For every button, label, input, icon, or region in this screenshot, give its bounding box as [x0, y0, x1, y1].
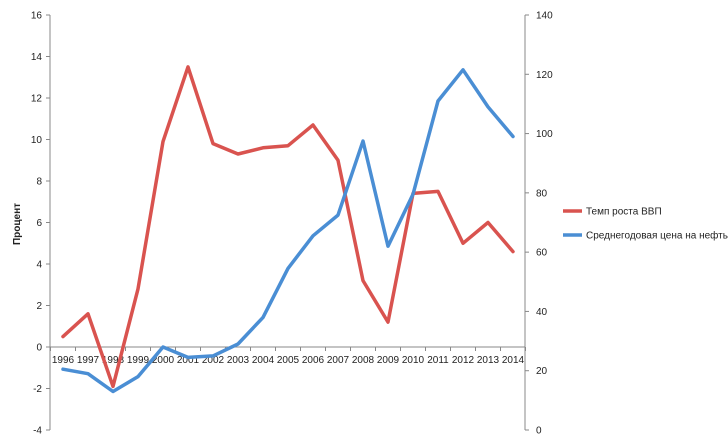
series-line-2: [61, 68, 515, 394]
x-tick-label: 2004: [252, 355, 275, 366]
x-tick-label: 2014: [502, 355, 525, 366]
left-tick-label: 16: [31, 11, 43, 22]
left-tick-label: 10: [31, 135, 43, 146]
right-tick-label: 80: [536, 188, 548, 199]
x-tick-label: 2000: [152, 355, 175, 366]
x-tick-label: 1998: [102, 355, 125, 366]
series-group: [61, 65, 515, 394]
x-tick-label: 1996: [52, 355, 75, 366]
right-tick-label: 60: [536, 248, 548, 259]
right-axis-ticks: 0 20 40 60 80 100 120 140: [525, 11, 553, 437]
x-tick-label: 2012: [452, 355, 475, 366]
left-tick-label: 2: [36, 301, 42, 312]
x-tick-label: 2007: [327, 355, 350, 366]
left-tick-label: -4: [33, 426, 42, 437]
left-tick-label: -2: [33, 384, 42, 395]
right-tick-label: 100: [536, 129, 553, 140]
right-tick-label: 40: [536, 307, 548, 318]
left-tick-label: 8: [36, 177, 42, 188]
left-tick-label: 4: [36, 260, 42, 271]
x-axis-ticks: 1996 1997 1998 1999 2000 2001 2002 2003 2004 2005…: [50, 347, 526, 366]
legend: Темп роста ВВП Среднегодовая цена на нефт…: [563, 207, 728, 242]
x-tick-label: 2011: [427, 355, 449, 366]
x-tick-label: 2003: [227, 355, 250, 366]
legend-label-2: Среднегодовая цена на нефть: [586, 230, 728, 242]
right-tick-label: 20: [536, 366, 548, 377]
x-tick-label: 2008: [352, 355, 375, 366]
legend-label-1: Темп роста ВВП: [586, 207, 662, 218]
series-line-1: [61, 65, 515, 389]
x-tick-label: 2010: [402, 355, 425, 366]
x-tick-label: 2006: [302, 355, 325, 366]
x-tick-label: 1997: [77, 355, 100, 366]
x-tick-label: 2013: [477, 355, 500, 366]
left-tick-label: 12: [31, 94, 43, 105]
x-tick-label: 2002: [202, 355, 225, 366]
right-tick-label: 120: [536, 70, 553, 81]
right-tick-label: 0: [536, 426, 542, 437]
left-tick-label: 0: [36, 343, 42, 354]
left-tick-label: 6: [36, 218, 42, 229]
left-axis-ticks: -4 -2 0 2 4 6 8 10 12 14 16: [31, 11, 50, 437]
left-tick-label: 14: [31, 52, 43, 63]
x-tick-label: 2005: [277, 355, 300, 366]
x-tick-label: 2001: [177, 355, 200, 366]
x-tick-label: 1999: [127, 355, 150, 366]
y-axis-title: Процент: [12, 203, 23, 245]
right-tick-label: 140: [536, 11, 553, 22]
x-tick-label: 2009: [377, 355, 400, 366]
